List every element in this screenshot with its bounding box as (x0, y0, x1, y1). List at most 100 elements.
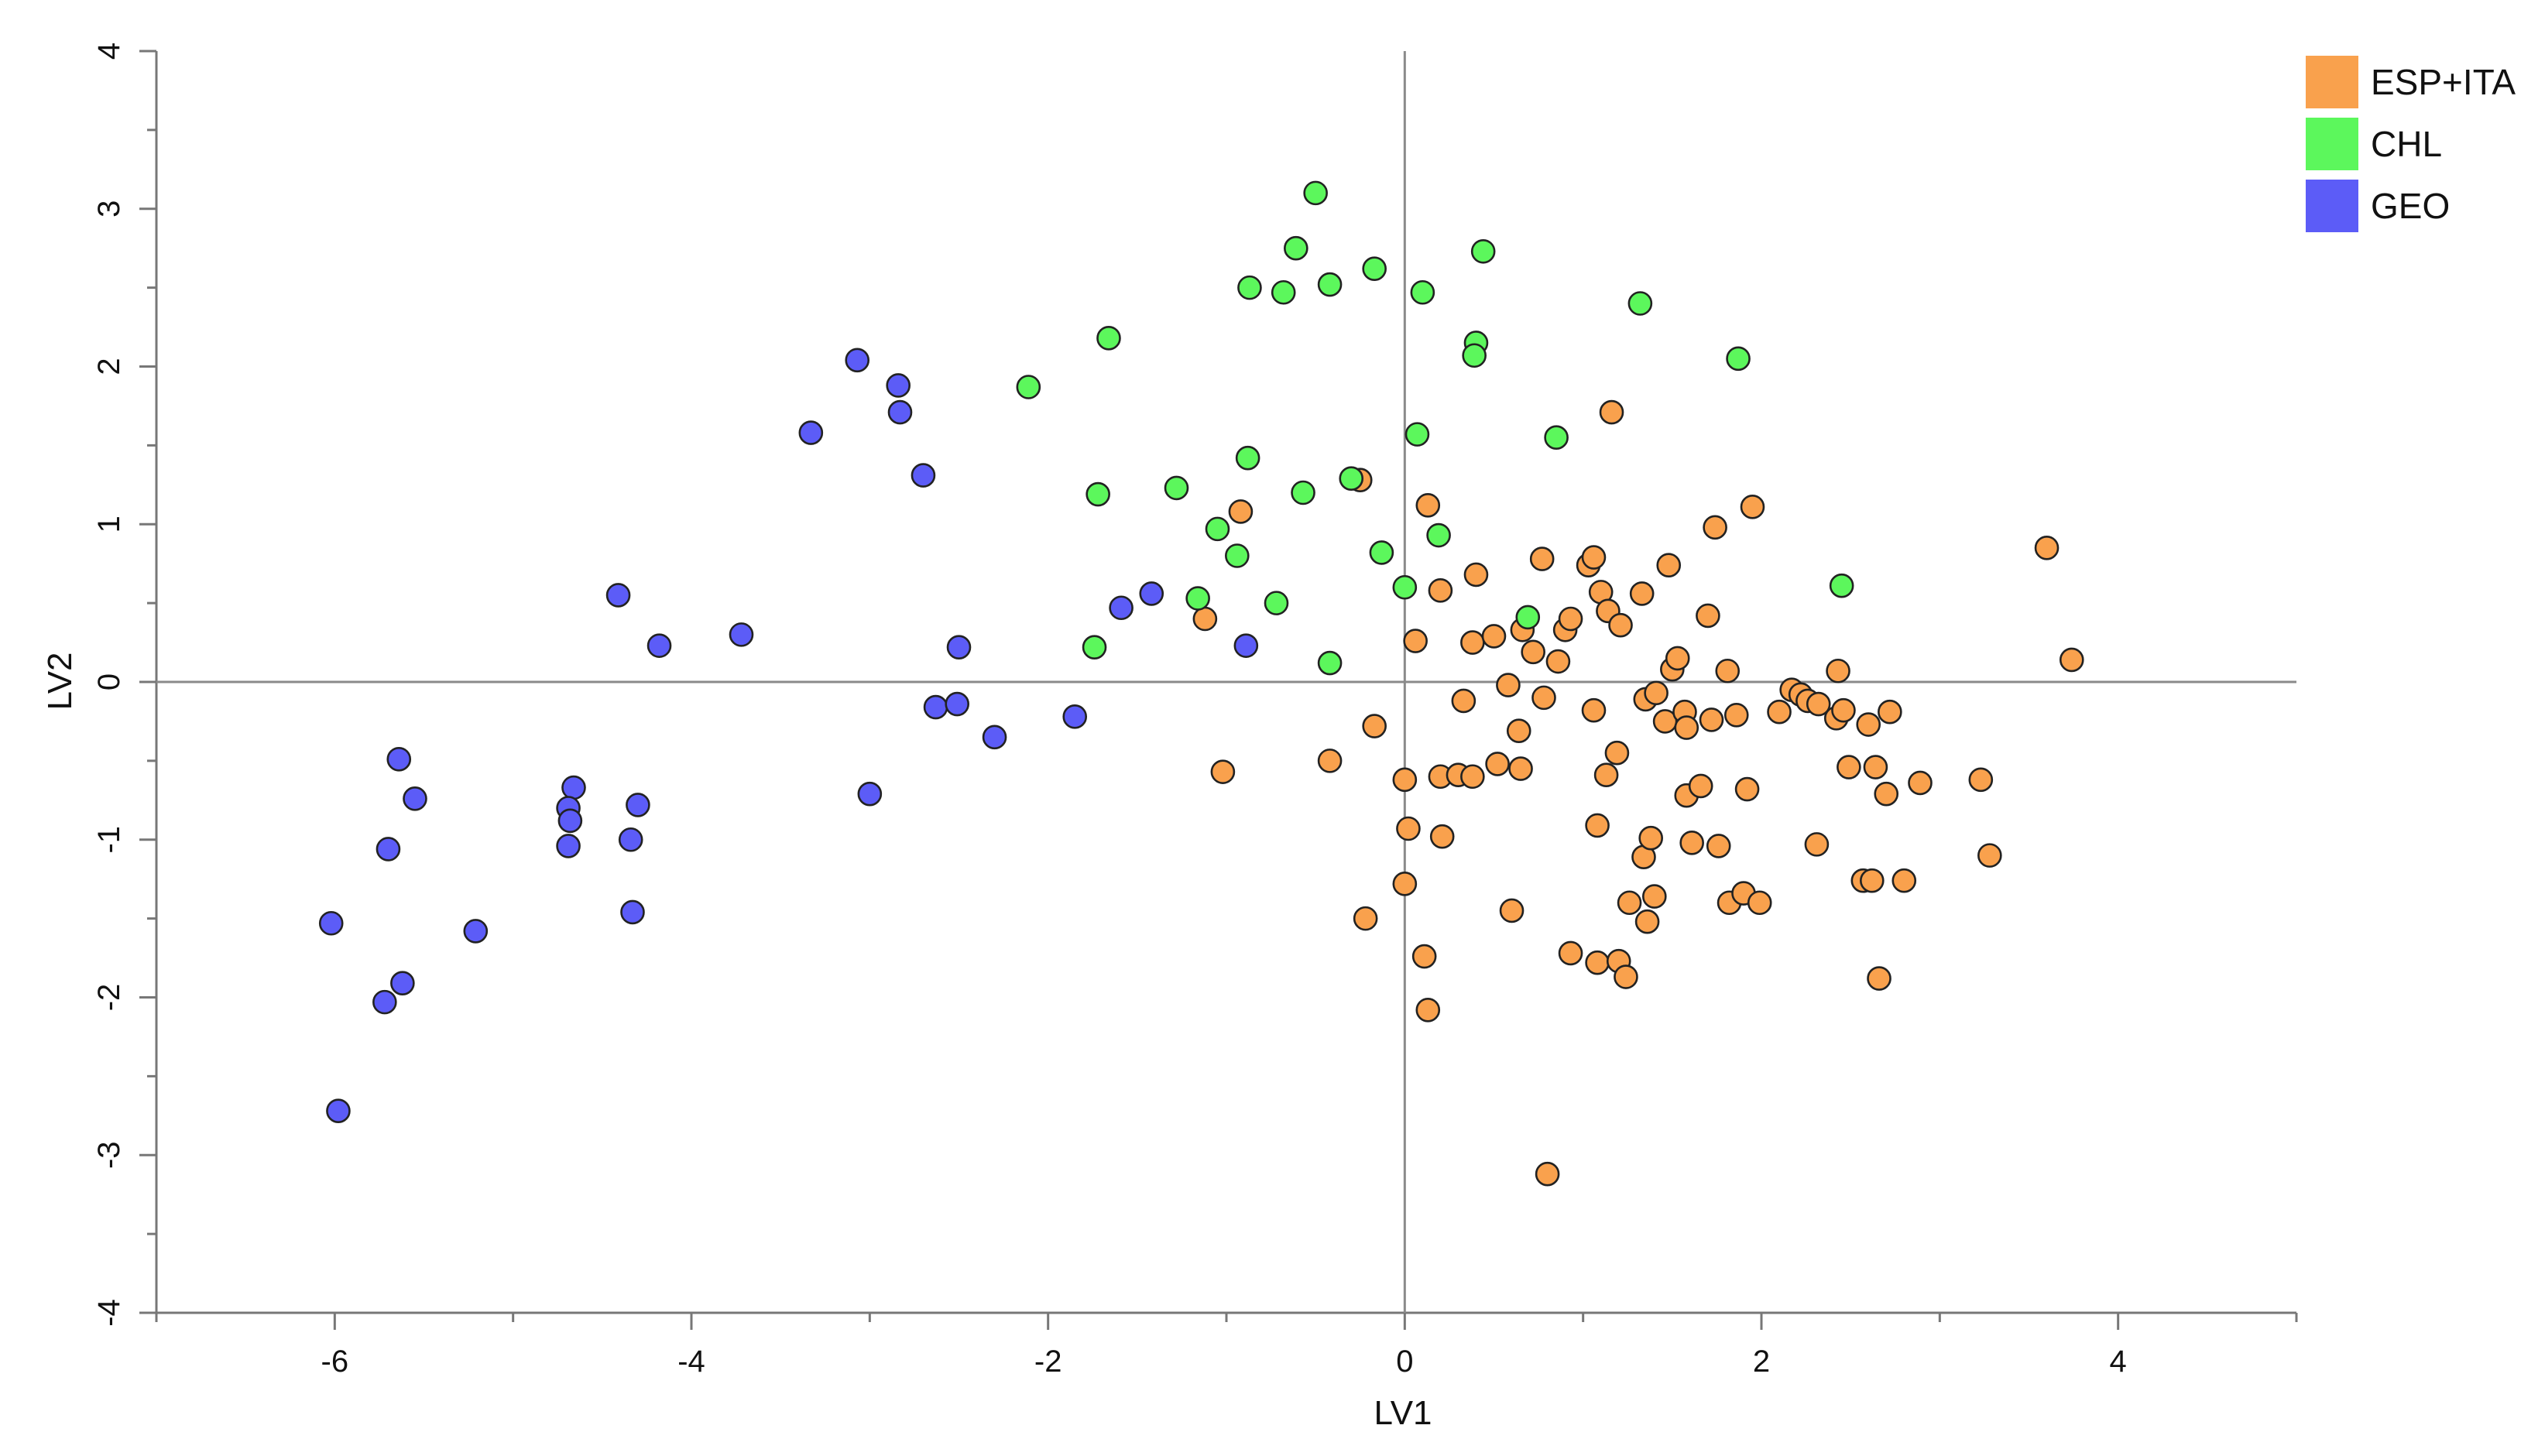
point-esp-ita (1460, 630, 1485, 655)
point-esp-ita (1634, 909, 1660, 934)
y-tick-label: 1 (92, 516, 126, 533)
point-esp-ita (1508, 756, 1533, 781)
point-geo (923, 694, 948, 720)
point-esp-ita (1608, 612, 1633, 638)
point-chl (1369, 540, 1394, 565)
y-tick-label: 3 (92, 200, 126, 218)
point-chl (1726, 346, 1751, 372)
point-esp-ita (1415, 492, 1441, 518)
x-axis-title: LV1 (1374, 1394, 1432, 1432)
point-geo (887, 399, 913, 425)
point-esp-ita (1767, 699, 1792, 725)
y-tick-label: 2 (92, 358, 126, 375)
point-esp-ita (1535, 1161, 1560, 1187)
point-chl (1082, 635, 1107, 659)
point-chl (1426, 522, 1451, 548)
point-esp-ita (1581, 545, 1607, 570)
point-geo (403, 786, 427, 811)
point-esp-ita (1715, 658, 1741, 683)
point-geo (561, 775, 586, 800)
point-geo (557, 808, 583, 834)
point-esp-ita (1585, 950, 1610, 975)
point-esp-ita (1485, 752, 1510, 776)
legend-swatch-esp-ita (2306, 56, 2358, 108)
point-chl (1829, 573, 1854, 598)
point-esp-ita (1593, 762, 1619, 788)
point-esp-ita (1696, 603, 1720, 629)
point-esp-ita (1362, 714, 1387, 738)
axis-ticks: -6 -4 -2 0 2 4 -4 -3 -2 -1 0 1 2 3 4 (92, 43, 2298, 1379)
y-tick-label: -1 (92, 826, 126, 854)
point-geo (857, 781, 883, 807)
point-esp-ita (1679, 831, 1704, 855)
y-tick-label: -3 (92, 1141, 126, 1169)
legend-swatch-geo (2306, 180, 2358, 232)
point-chl (1205, 516, 1230, 542)
point-esp-ita (1665, 646, 1690, 671)
point-esp-ita (1891, 868, 1917, 893)
point-esp-ita (1392, 872, 1418, 896)
point-esp-ita (1831, 697, 1856, 723)
point-esp-ita (1411, 944, 1437, 969)
point-chl (1515, 605, 1541, 630)
point-esp-ita (1860, 868, 1885, 893)
point-esp-ita (2034, 536, 2060, 560)
point-esp-ita (1481, 624, 1507, 649)
point-chl (1264, 591, 1289, 615)
point-geo (946, 635, 972, 659)
point-esp-ita (1403, 629, 1428, 653)
x-tick-label: -4 (677, 1345, 705, 1379)
point-geo (729, 622, 754, 647)
x-tick-label: 0 (1396, 1345, 1413, 1379)
point-chl (1339, 466, 1364, 491)
point-geo (618, 827, 643, 852)
point-esp-ita (1656, 553, 1682, 578)
point-esp-ita (1558, 606, 1583, 632)
point-esp-ita (1703, 515, 1727, 540)
point-chl (1086, 481, 1110, 507)
point-esp-ita (2059, 647, 2084, 673)
point-chl (1235, 445, 1260, 471)
point-esp-ita (1638, 825, 1663, 851)
point-esp-ita (1617, 890, 1642, 916)
point-chl (1185, 586, 1210, 611)
point-esp-ita (1629, 581, 1655, 606)
point-esp-ita (1747, 890, 1772, 916)
point-esp-ita (1642, 884, 1667, 909)
point-geo (982, 725, 1007, 750)
point-geo (1233, 633, 1259, 658)
point-esp-ita (1463, 562, 1489, 588)
point-geo (605, 583, 631, 608)
point-esp-ita (1604, 740, 1630, 766)
point-esp-ita (1392, 767, 1418, 793)
point-chl (1164, 475, 1189, 501)
point-esp-ita (1968, 767, 1994, 793)
point-esp-ita (1878, 699, 1902, 725)
point-esp-ita (1599, 399, 1624, 425)
point-geo (798, 420, 824, 445)
point-esp-ita (1688, 773, 1713, 799)
point-chl (1271, 279, 1296, 305)
point-chl (1404, 422, 1430, 447)
point-esp-ita (1826, 658, 1850, 683)
point-geo (945, 691, 969, 717)
y-tick-label: 0 (92, 673, 126, 690)
x-tick-label: -2 (1034, 1345, 1062, 1379)
point-geo (845, 348, 870, 373)
point-geo (376, 837, 401, 862)
point-esp-ita (1614, 964, 1638, 989)
point-chl (1627, 291, 1653, 316)
point-esp-ita (1415, 998, 1441, 1023)
point-geo (620, 899, 645, 925)
point-esp-ita (1581, 697, 1607, 723)
point-geo (463, 919, 489, 944)
point-esp-ita (1644, 680, 1669, 706)
y-tick-label: -2 (92, 984, 126, 1012)
point-chl (1544, 425, 1569, 450)
point-esp-ita (1506, 718, 1531, 743)
y-tick-label: -4 (92, 1299, 126, 1327)
point-esp-ita (1496, 673, 1521, 697)
point-esp-ita (1837, 755, 1861, 779)
point-geo (1109, 595, 1134, 621)
point-esp-ita (1210, 759, 1236, 784)
